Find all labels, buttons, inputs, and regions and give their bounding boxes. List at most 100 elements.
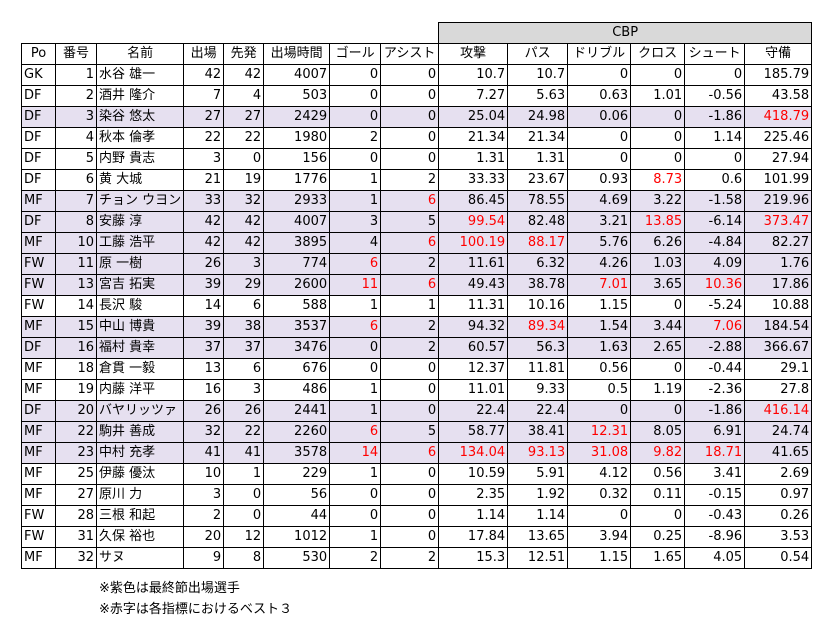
table-cell: 13.65	[507, 526, 569, 548]
table-cell: 229	[263, 463, 331, 485]
table-cell: 3	[55, 106, 97, 128]
table-cell: 0	[329, 358, 382, 380]
table-cell: 41.65	[744, 442, 813, 464]
table-cell: 2	[380, 316, 440, 338]
table-cell: 2441	[263, 400, 331, 422]
table-cell: MF	[21, 463, 56, 485]
table-cell: 82.27	[744, 232, 813, 254]
table-cell: 1.01	[630, 85, 686, 107]
table-cell: 49.43	[438, 274, 509, 296]
table-cell: 4.26	[567, 253, 632, 275]
table-cell: 60.57	[438, 337, 509, 359]
table-cell: 6	[380, 232, 440, 254]
table-cell: 3	[223, 379, 265, 401]
table-cell: 0	[380, 106, 440, 128]
table-cell: 4.09	[684, 253, 746, 275]
table-cell: 42	[223, 211, 265, 233]
table-cell: -0.56	[684, 85, 746, 107]
table-cell: FW	[21, 274, 56, 296]
table-cell: 0.25	[630, 526, 686, 548]
table-row: DF 20 バヤリッツァ 26 26 2441 1 0 22.4 22.4 0 0 -1.86 416.1…	[21, 400, 813, 422]
table-cell: 0	[380, 400, 440, 422]
table-cell: 22	[223, 127, 265, 149]
table-row: MF 15 中山 博貴 39 38 3537 6 2 94.32 89.34 1.54 3.44 7.0…	[21, 316, 813, 338]
table-cell: 5.63	[507, 85, 569, 107]
table-cell: 373.47	[744, 211, 813, 233]
table-cell: FW	[21, 295, 56, 317]
table-cell: 1.63	[567, 337, 632, 359]
table-cell: 6	[223, 295, 265, 317]
table-cell: 4	[329, 232, 382, 254]
table-cell: DF	[21, 169, 56, 191]
table-cell: 16	[183, 379, 225, 401]
table-cell: 416.14	[744, 400, 813, 422]
table-row: DF 3 染谷 悠太 27 27 2429 0 0 25.04 24.98 0.06 0 -1.86 41…	[21, 106, 813, 128]
table-cell: 78.55	[507, 190, 569, 212]
table-cell: 0.93	[567, 169, 632, 191]
table-cell: 0.11	[630, 484, 686, 506]
table-cell: 2	[329, 127, 382, 149]
table-cell: -8.96	[684, 526, 746, 548]
table-cell: 1.65	[630, 547, 686, 569]
column-header: アシスト	[380, 43, 440, 65]
column-header: パス	[507, 43, 569, 65]
table-cell: 12	[223, 526, 265, 548]
table-cell: 14	[55, 295, 97, 317]
table-cell: 8.73	[630, 169, 686, 191]
table-cell: 1.14	[684, 127, 746, 149]
table-cell: 12.37	[438, 358, 509, 380]
table-cell: 11.61	[438, 253, 509, 275]
table-cell: 32	[183, 421, 225, 443]
stats-table: CBP Po 番号 名前 出場 先発 出場時間 ゴール アシスト 攻撃 パス ドリブル クロス シュート…	[21, 22, 813, 569]
table-cell: 福村 貴幸	[95, 337, 185, 359]
table-cell: 7	[183, 85, 225, 107]
table-cell: 19	[223, 169, 265, 191]
table-cell: 26	[183, 400, 225, 422]
table-cell: 10.16	[507, 295, 569, 317]
table-cell: -0.43	[684, 505, 746, 527]
table-cell: 3.44	[630, 316, 686, 338]
table-cell: 42	[223, 64, 265, 86]
table-cell: 2429	[263, 106, 331, 128]
table-cell: 32	[55, 547, 97, 569]
table-cell: 2	[183, 505, 225, 527]
table-cell: 6.91	[684, 421, 746, 443]
table-cell: 1.76	[744, 253, 813, 275]
table-cell: 29	[223, 274, 265, 296]
table-cell: 24.74	[744, 421, 813, 443]
table-cell: 21.34	[507, 127, 569, 149]
table-cell: 2.65	[630, 337, 686, 359]
column-header: シュート	[684, 43, 746, 65]
table-cell: 6	[380, 274, 440, 296]
table-cell: DF	[21, 400, 56, 422]
table-cell: 503	[263, 85, 331, 107]
table-cell: 久保 裕也	[95, 526, 185, 548]
table-cell: 26	[223, 400, 265, 422]
table-cell: 秋本 倫孝	[95, 127, 185, 149]
table-cell: MF	[21, 358, 56, 380]
table-cell: 3.22	[630, 190, 686, 212]
table-cell: MF	[21, 442, 56, 464]
table-cell: 6.32	[507, 253, 569, 275]
table-cell: 23.67	[507, 169, 569, 191]
table-cell: 0	[684, 64, 746, 86]
table-cell: 1	[329, 379, 382, 401]
table-cell: 6	[380, 442, 440, 464]
table-cell: 17.84	[438, 526, 509, 548]
table-cell: 418.79	[744, 106, 813, 128]
table-row: MF 18 倉貫 一毅 13 6 676 0 0 12.37 11.81 0.56 0 -0.44 29.…	[21, 358, 813, 380]
table-cell: 2933	[263, 190, 331, 212]
table-cell: 1.54	[567, 316, 632, 338]
column-header: 番号	[55, 43, 97, 65]
table-cell: 酒井 隆介	[95, 85, 185, 107]
table-cell: 11.81	[507, 358, 569, 380]
table-cell: 86.45	[438, 190, 509, 212]
table-cell: 1	[329, 400, 382, 422]
table-row: MF 25 伊藤 優汰 10 1 229 1 0 10.59 5.91 4.12 0.56 3.41 2.…	[21, 463, 813, 485]
table-cell: 18	[55, 358, 97, 380]
table-cell: 676	[263, 358, 331, 380]
table-cell: 22	[183, 127, 225, 149]
table-cell: DF	[21, 337, 56, 359]
table-cell: 10.59	[438, 463, 509, 485]
table-cell: 0	[380, 148, 440, 170]
